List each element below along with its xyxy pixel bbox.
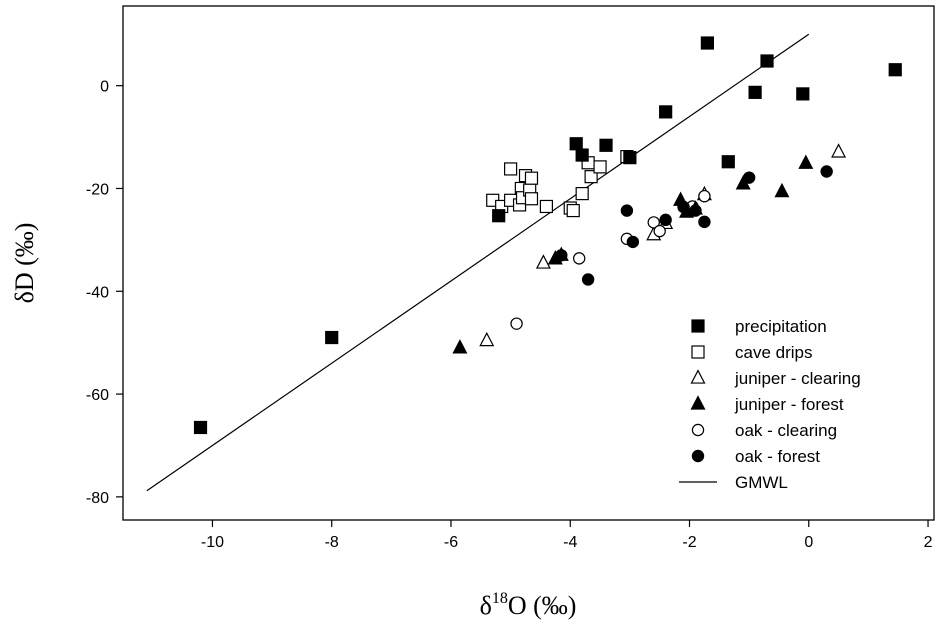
x-tick-label: -10: [201, 534, 224, 551]
y-tick-label: -40: [86, 284, 109, 301]
cave-drips-point: [575, 187, 589, 201]
gmwl-line-group: [146, 33, 810, 492]
precipitation-point: [659, 105, 673, 119]
y-axis-title: δD (‰): [10, 223, 39, 304]
x-tick-label: -2: [682, 534, 696, 551]
oak-forest-point: [659, 213, 672, 227]
cave-drips-point: [566, 203, 580, 218]
precipitation-point: [325, 330, 339, 345]
y-tick-label: -20: [86, 181, 109, 198]
legend-marker-oak-forest: [691, 449, 705, 463]
cave-drips-point: [504, 162, 518, 176]
oak-forest-point: [677, 200, 690, 214]
oak-clearing-point: [653, 224, 666, 238]
oak-forest-point: [689, 204, 702, 217]
cave-drips-point: [593, 160, 607, 174]
x-tick-label: -6: [444, 534, 458, 551]
legend-label-juniper-clearing: juniper - clearing: [734, 369, 861, 388]
legend-label-precipitation: precipitation: [735, 317, 827, 336]
precipitation-point: [623, 151, 637, 165]
oak-forest-point: [698, 215, 711, 229]
precipitation-point: [760, 54, 774, 68]
legend-label-oak-clearing: oak - clearing: [735, 421, 837, 440]
x-tick-label: 2: [924, 534, 933, 551]
x-tick-label: -8: [325, 534, 339, 551]
oak-forest-point: [620, 204, 634, 217]
data-points: [193, 36, 902, 435]
legend-marker-juniper-clearing: [690, 369, 706, 384]
cave-drips-point: [539, 199, 553, 214]
oak-clearing-point: [698, 189, 711, 203]
x-axis-title-rest: O (‰): [508, 591, 577, 620]
legend-label-cave-drips: cave drips: [735, 343, 812, 362]
y-tick-label: -80: [86, 490, 109, 507]
juniper-clearing-point: [831, 143, 847, 158]
oak-forest-point: [626, 235, 640, 249]
legend-marker-cave-drips: [691, 345, 705, 359]
juniper-forest-point: [798, 154, 814, 169]
precipitation-point: [599, 138, 613, 152]
x-axis-title-delta: δ: [480, 591, 492, 620]
legend-marker-precipitation: [691, 319, 705, 333]
legend-marker-oak-clearing: [691, 423, 705, 437]
precipitation-point: [888, 63, 902, 77]
precipitation-point: [492, 209, 506, 223]
juniper-forest-point: [774, 182, 790, 198]
juniper-clearing-point: [479, 331, 495, 347]
x-axis-title-superscript: 18: [492, 590, 508, 607]
oak-forest-point: [555, 249, 568, 262]
oak-forest-point: [820, 165, 833, 178]
x-tick-label: 0: [804, 534, 813, 551]
oak-clearing-point: [572, 252, 586, 265]
plot-frame: [122, 5, 935, 521]
legend-label-juniper-forest: juniper - forest: [734, 395, 844, 414]
oak-clearing-point: [647, 216, 660, 229]
cave-drips-point: [584, 170, 598, 184]
x-tick-label: -4: [563, 534, 577, 551]
oak-forest-point: [742, 171, 756, 184]
y-tick-label: -60: [86, 387, 109, 404]
axis-ticks: -10 -8 -6 -4 -2 0 20-20-40-60-80: [86, 79, 933, 551]
precipitation-point: [721, 155, 735, 169]
gmwl-line: [146, 33, 810, 492]
legend: precipitation cave drips juniper - clearin…: [679, 317, 861, 492]
juniper-forest-point: [452, 339, 468, 354]
precipitation-point: [796, 87, 810, 101]
y-tick-label: 0: [100, 79, 109, 96]
cave-drips-point: [524, 171, 539, 185]
precipitation-point: [569, 137, 583, 151]
juniper-clearing-point: [535, 254, 551, 269]
x-axis-title: δ18O (‰): [480, 590, 577, 620]
cave-drips-point: [524, 192, 539, 206]
precipitation-point: [193, 420, 208, 435]
legend-marker-juniper-forest: [690, 395, 706, 410]
oak-forest-point: [581, 273, 595, 286]
legend-label-oak-forest: oak - forest: [735, 447, 820, 466]
oak-clearing-point: [510, 317, 523, 330]
precipitation-point: [575, 148, 589, 162]
precipitation-point: [700, 36, 714, 50]
precipitation-point: [748, 85, 762, 99]
legend-label-gmwl: GMWL: [735, 473, 788, 492]
